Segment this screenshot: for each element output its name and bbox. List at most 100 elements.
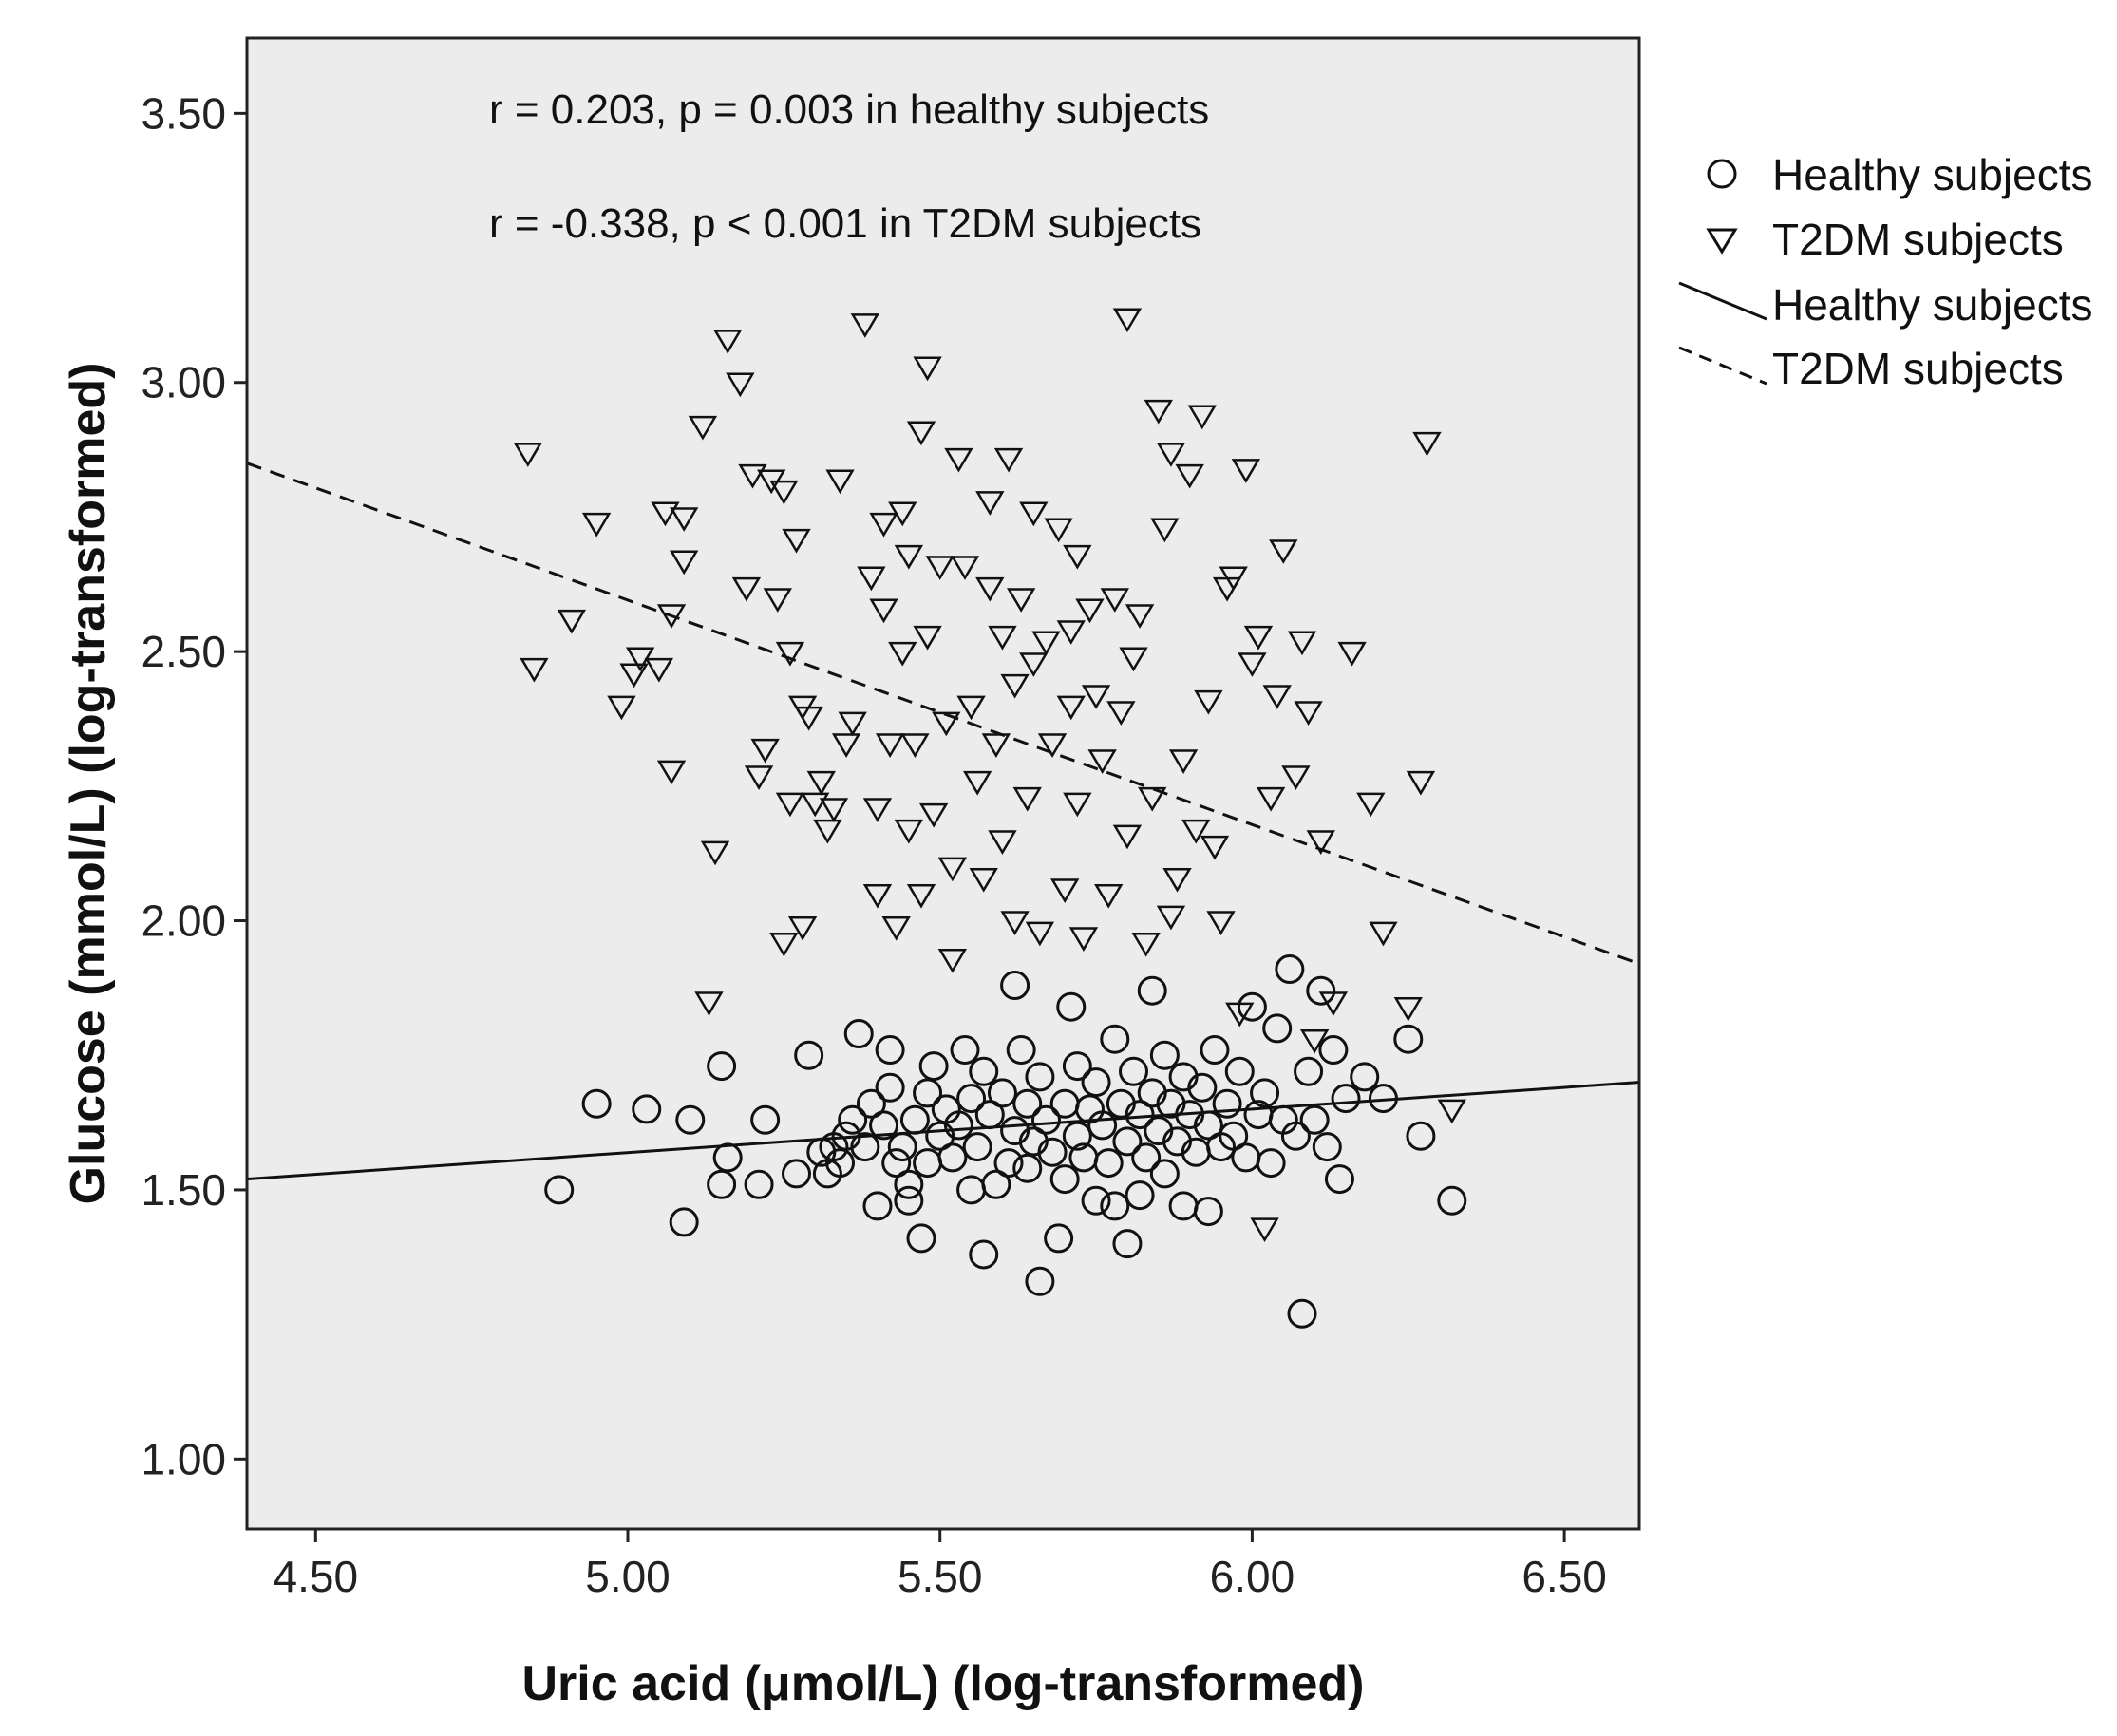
t2dm-point [944, 447, 973, 473]
annotation-healthy: r = 0.203, p = 0.003 in healthy subjects [489, 86, 1209, 133]
t2dm-point [1019, 652, 1049, 677]
t2dm-point [769, 932, 799, 957]
t2dm-point [937, 948, 968, 973]
legend-label-healthy-marker: Healthy subjects [1772, 150, 2093, 199]
t2dm-point [1000, 911, 1030, 935]
t2dm-point [1243, 625, 1274, 651]
t2dm-point [1318, 991, 1349, 1017]
x-tick-label: 5.50 [898, 1552, 983, 1601]
t2dm-point [750, 738, 780, 764]
t2dm-point [956, 695, 986, 721]
healthy-point [887, 1132, 917, 1162]
t2dm-point [1356, 792, 1386, 818]
legend-solid-line [1678, 281, 1767, 321]
t2dm-point [813, 819, 842, 844]
healthy-point [1025, 1062, 1055, 1092]
t2dm-point [1162, 867, 1192, 893]
legend-label-healthy-line: Healthy subjects [1772, 280, 2093, 330]
t2dm-point [1012, 786, 1042, 812]
healthy-point [937, 1142, 968, 1173]
t2dm-point [763, 588, 792, 613]
healthy-point [1100, 1191, 1130, 1221]
healthy-point [744, 1169, 774, 1199]
healthy-point [993, 1148, 1024, 1179]
healthy-point [1149, 1159, 1180, 1189]
healthy-point [987, 1078, 1017, 1108]
t2dm-point [713, 330, 743, 354]
t2dm-point [1063, 792, 1092, 818]
healthy-point [707, 1051, 737, 1082]
healthy-point [1006, 1035, 1036, 1066]
y-tick-label: 2.50 [141, 627, 226, 676]
t2dm-point [651, 501, 680, 527]
legend: Healthy subjects T2DM subjects Healthy s… [1678, 150, 2093, 393]
t2dm-point [656, 760, 687, 785]
healthy-point [1200, 1035, 1230, 1066]
healthy-point [943, 1110, 973, 1141]
t2dm-point [1049, 878, 1080, 903]
t2dm-point [801, 792, 830, 818]
t2dm-points [513, 308, 1466, 1243]
t2dm-point [656, 604, 687, 629]
healthy-point [1193, 1110, 1223, 1141]
t2dm-point [1256, 786, 1286, 812]
t2dm-point [775, 792, 805, 818]
x-tick-label: 5.00 [585, 1552, 671, 1601]
t2dm-point [913, 356, 942, 382]
t2dm-point [1019, 501, 1049, 527]
healthy-point [974, 1100, 1005, 1130]
healthy-point [1437, 1185, 1467, 1216]
t2dm-point [969, 867, 998, 893]
healthy-point [1030, 1104, 1061, 1135]
healthy-point [675, 1104, 706, 1135]
t2dm-point [1100, 588, 1129, 613]
legend-circle-marker [1707, 159, 1737, 189]
healthy-point [1193, 1197, 1223, 1227]
healthy-point [1149, 1040, 1180, 1070]
t2dm-point [688, 415, 718, 441]
fit-line-healthy [248, 1081, 1638, 1181]
t2dm-point [1299, 1028, 1330, 1054]
y-axis: 1.00 1.50 2.00 2.50 3.00 3.50 [141, 88, 247, 1483]
healthy-points [544, 954, 1467, 1329]
t2dm-point [894, 544, 924, 570]
healthy-point [981, 1169, 1011, 1199]
healthy-point [869, 1110, 899, 1141]
t2dm-point [888, 641, 917, 667]
t2dm-point [988, 625, 1017, 651]
t2dm-point [1187, 405, 1218, 430]
t2dm-point [731, 576, 762, 602]
t2dm-point [831, 733, 861, 758]
healthy-point [950, 1035, 980, 1066]
t2dm-point [694, 991, 724, 1017]
t2dm-point [906, 883, 936, 909]
t2dm-point [875, 733, 905, 758]
x-tick-label: 6.50 [1522, 1552, 1607, 1601]
y-tick-label: 2.00 [141, 896, 226, 946]
fit-lines [248, 462, 1638, 1181]
healthy-point [856, 1088, 886, 1119]
healthy-point [750, 1104, 781, 1135]
t2dm-point [1406, 770, 1436, 796]
t2dm-point [1150, 518, 1180, 543]
t2dm-point [1200, 835, 1230, 860]
t2dm-point [1306, 830, 1335, 855]
healthy-point [1262, 1013, 1293, 1044]
healthy-point [1093, 1148, 1124, 1179]
healthy-point [1012, 1153, 1043, 1183]
healthy-point [1368, 1084, 1398, 1114]
healthy-point [1112, 1126, 1143, 1157]
t2dm-point [1287, 631, 1317, 656]
y-tick-label: 1.00 [141, 1434, 226, 1483]
healthy-point [1119, 1056, 1149, 1086]
t2dm-point [1238, 652, 1267, 677]
t2dm-point [925, 556, 955, 580]
t2dm-point [975, 491, 1005, 516]
healthy-point [1081, 1067, 1111, 1098]
t2dm-point [1412, 431, 1442, 457]
t2dm-point [1087, 749, 1117, 774]
t2dm-point [932, 711, 961, 737]
t2dm-point [1194, 689, 1223, 715]
healthy-point [1125, 1180, 1155, 1211]
t2dm-point [869, 598, 898, 624]
